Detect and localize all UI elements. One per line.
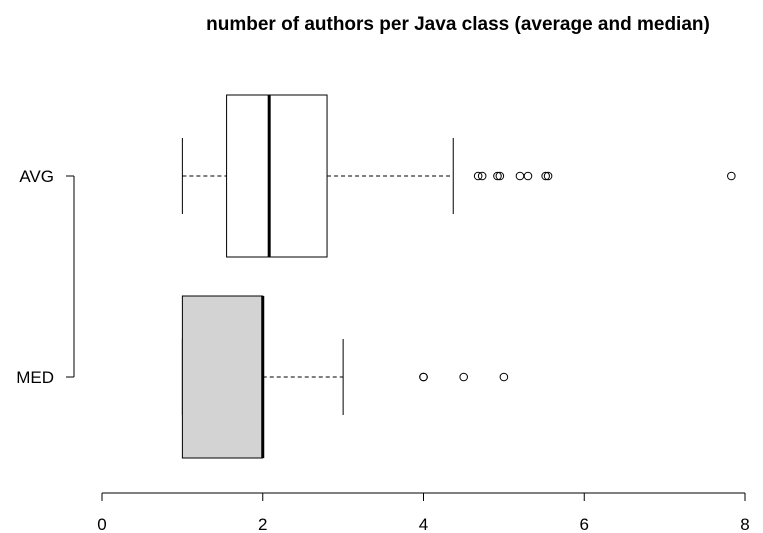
outlier-point <box>727 171 736 181</box>
outlier-point <box>495 171 505 181</box>
x-tick-label: 0 <box>97 515 106 533</box>
outlier-point <box>543 171 553 181</box>
outlier-point <box>473 171 483 181</box>
outlier-point <box>523 171 533 181</box>
outlier-point <box>499 372 509 382</box>
outlier-point <box>541 171 550 181</box>
x-tick-label: 4 <box>419 515 428 533</box>
outlier-point <box>459 372 468 382</box>
plot-area: 0 2 4 6 8 AVG MED <box>16 94 750 533</box>
outlier-point <box>515 171 525 181</box>
x-tick-label: 6 <box>580 515 589 533</box>
y-tick-label: AVG <box>19 167 54 186</box>
x-tick-label: 2 <box>258 515 267 533</box>
y-tick-label: MED <box>16 368 54 387</box>
outlier-point <box>477 171 487 181</box>
chart-title: number of authors per Java class (averag… <box>206 14 710 35</box>
outlier-point <box>493 171 502 181</box>
box <box>181 295 264 459</box>
x-tick-label: 8 <box>740 515 749 533</box>
outlier-point <box>419 372 428 382</box>
box <box>226 94 328 258</box>
